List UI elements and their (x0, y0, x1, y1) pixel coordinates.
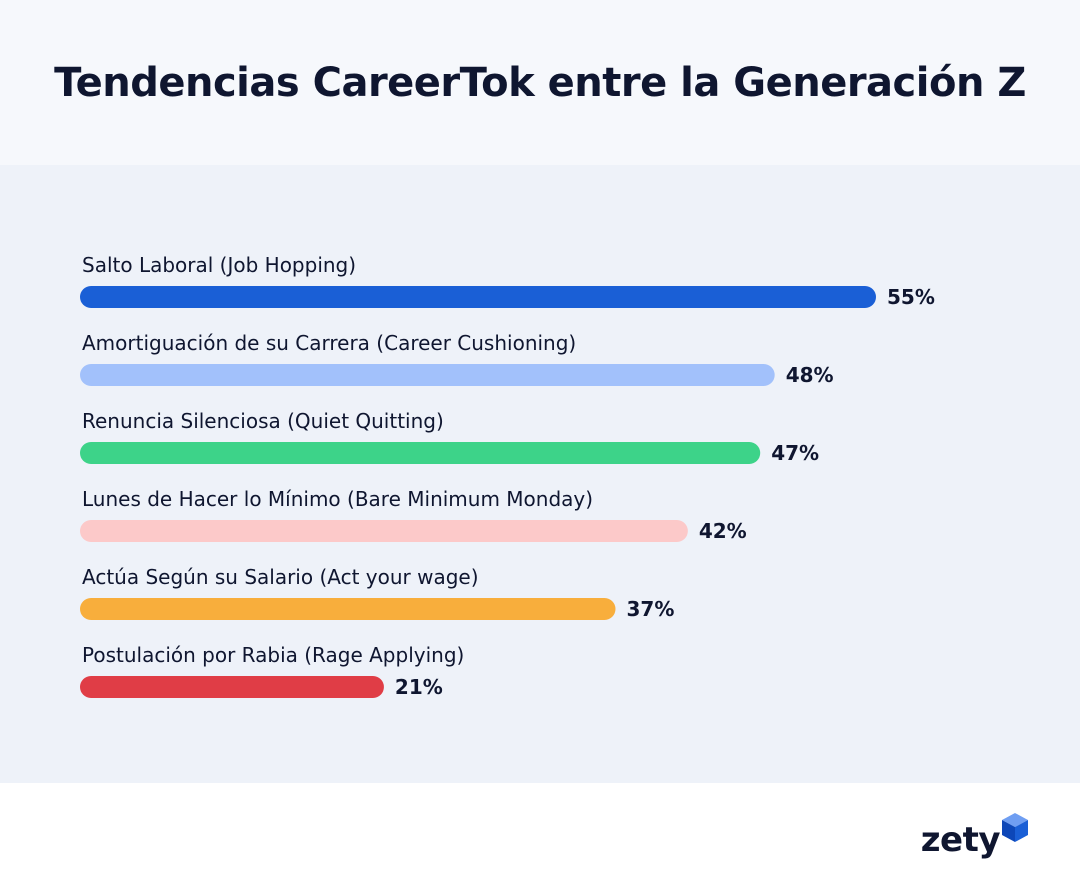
category-label: Salto Laboral (Job Hopping) (82, 253, 356, 277)
category-label: Renuncia Silenciosa (Quiet Quitting) (82, 409, 444, 433)
value-label: 42% (699, 519, 747, 543)
bar (80, 442, 761, 464)
zety-logo: zety (921, 813, 1028, 857)
chart-panel: Salto Laboral (Job Hopping) 55% Amortiguac… (0, 165, 1080, 783)
bar (80, 598, 616, 620)
value-label: 48% (786, 363, 834, 387)
category-label: Lunes de Hacer lo Mínimo (Bare Minimum M… (82, 487, 593, 511)
value-label: 37% (626, 597, 674, 621)
bar-chart: Salto Laboral (Job Hopping) 55% Amortiguac… (80, 253, 935, 699)
footer-band (0, 783, 1080, 880)
category-label: Postulación por Rabia (Rage Applying) (82, 643, 464, 667)
category-label: Amortiguación de su Carrera (Career Cush… (82, 331, 576, 355)
bar (80, 520, 688, 542)
bar (80, 286, 876, 308)
value-label: 21% (395, 675, 443, 699)
cube-logo-icon (1002, 813, 1028, 842)
bar (80, 364, 775, 386)
value-label: 47% (771, 441, 819, 465)
value-label: 55% (887, 285, 935, 309)
chart-title: Tendencias CareerTok entre la Generación… (54, 59, 1026, 106)
bar (80, 676, 384, 698)
logo-text: zety (920, 820, 1001, 860)
category-label: Actúa Según su Salario (Act your wage) (82, 565, 479, 589)
header-band (0, 0, 1080, 165)
